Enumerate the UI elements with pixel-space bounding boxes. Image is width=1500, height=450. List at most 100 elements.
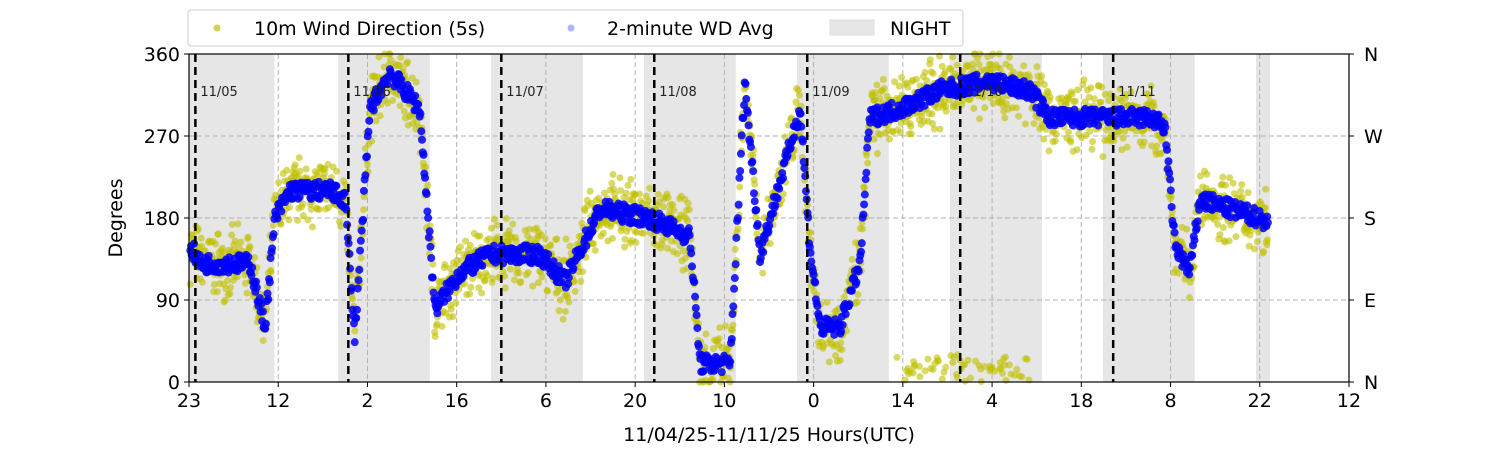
point-5s — [1264, 236, 1272, 244]
point-2min — [807, 257, 816, 266]
point-2min — [796, 109, 805, 118]
point-5s — [304, 216, 312, 224]
y-tick-label: 90 — [156, 290, 180, 312]
point-2min — [421, 173, 430, 182]
day-marker-label: 11/07 — [506, 85, 543, 100]
point-2min — [775, 184, 784, 193]
point-5s — [1002, 376, 1010, 384]
point-5s — [632, 239, 640, 247]
point-5s — [1001, 114, 1009, 122]
point-5s — [981, 363, 989, 371]
point-5s — [538, 273, 546, 281]
point-5s — [1262, 185, 1270, 193]
point-5s — [872, 89, 880, 97]
point-2min — [727, 334, 736, 343]
point-5s — [1088, 145, 1096, 153]
point-2min — [860, 190, 869, 199]
point-5s — [599, 229, 607, 237]
point-2min — [356, 236, 365, 245]
point-5s — [509, 220, 517, 228]
point-5s — [476, 232, 484, 240]
point-2min — [263, 289, 272, 298]
point-5s — [226, 284, 234, 292]
point-5s — [357, 254, 365, 262]
point-5s — [396, 102, 404, 110]
point-2min — [1165, 169, 1174, 178]
point-2min — [693, 324, 702, 333]
point-5s — [244, 233, 252, 241]
point-5s — [873, 81, 881, 89]
y-axis-ticks: 0 N 90 E 180 S 270 W 360 N — [144, 44, 1383, 394]
point-5s — [684, 217, 692, 225]
point-2min — [433, 309, 442, 318]
point-2min — [295, 192, 304, 201]
point-2min — [811, 278, 820, 287]
point-2min — [748, 157, 757, 166]
point-5s — [213, 288, 221, 296]
point-2min — [729, 302, 738, 311]
point-5s — [1067, 138, 1075, 146]
point-5s — [296, 167, 304, 175]
point-2min — [418, 135, 427, 144]
point-5s — [779, 190, 787, 198]
point-5s — [555, 307, 563, 315]
point-2min — [544, 250, 553, 259]
point-5s — [452, 299, 460, 307]
point-5s — [832, 352, 840, 360]
x-tick-label: 12 — [266, 390, 290, 412]
x-tick-label: 23 — [177, 390, 201, 412]
point-2min — [717, 368, 726, 377]
point-5s — [224, 276, 232, 284]
point-5s — [456, 243, 464, 251]
point-5s — [1122, 90, 1130, 98]
point-5s — [1001, 353, 1009, 361]
point-5s — [999, 369, 1007, 377]
point-5s — [466, 241, 474, 249]
point-5s — [1238, 181, 1246, 189]
legend-label-2min: 2-minute WD Avg — [607, 18, 774, 40]
point-2min — [489, 241, 498, 250]
legend-label-night: NIGHT — [890, 18, 951, 40]
point-5s — [645, 197, 653, 205]
point-5s — [559, 315, 567, 323]
point-5s — [1021, 120, 1029, 128]
point-2min — [204, 251, 213, 260]
point-2min — [362, 152, 371, 161]
point-5s — [934, 104, 942, 112]
point-5s — [1023, 355, 1031, 363]
point-5s — [571, 287, 579, 295]
point-5s — [1203, 170, 1211, 178]
x-tick-label: 20 — [623, 390, 647, 412]
point-5s — [1237, 187, 1245, 195]
point-2min — [741, 79, 750, 88]
point-5s — [916, 373, 924, 381]
point-5s — [1148, 142, 1156, 150]
point-5s — [468, 275, 476, 283]
point-5s — [1046, 93, 1054, 101]
point-2min — [1161, 123, 1170, 132]
point-2min — [694, 342, 703, 351]
point-5s — [608, 234, 616, 242]
point-2min — [1162, 145, 1171, 154]
point-2min — [736, 149, 745, 158]
x-tick-label: 18 — [1069, 390, 1093, 412]
point-5s — [840, 293, 848, 301]
x-tick-label: 0 — [808, 390, 820, 412]
point-2min — [332, 181, 341, 190]
point-5s — [553, 235, 561, 243]
point-5s — [566, 242, 574, 250]
point-2min — [688, 262, 697, 271]
point-5s — [1232, 233, 1240, 241]
y-tick-label: 270 — [144, 126, 180, 148]
point-5s — [751, 180, 759, 188]
point-5s — [1226, 174, 1234, 182]
point-5s — [237, 238, 245, 246]
point-5s — [349, 295, 357, 303]
point-5s — [505, 227, 513, 235]
point-2min — [1190, 236, 1199, 245]
point-5s — [210, 280, 218, 288]
point-5s — [891, 78, 899, 86]
point-2min — [790, 133, 799, 142]
point-5s — [541, 235, 549, 243]
point-5s — [893, 353, 901, 361]
